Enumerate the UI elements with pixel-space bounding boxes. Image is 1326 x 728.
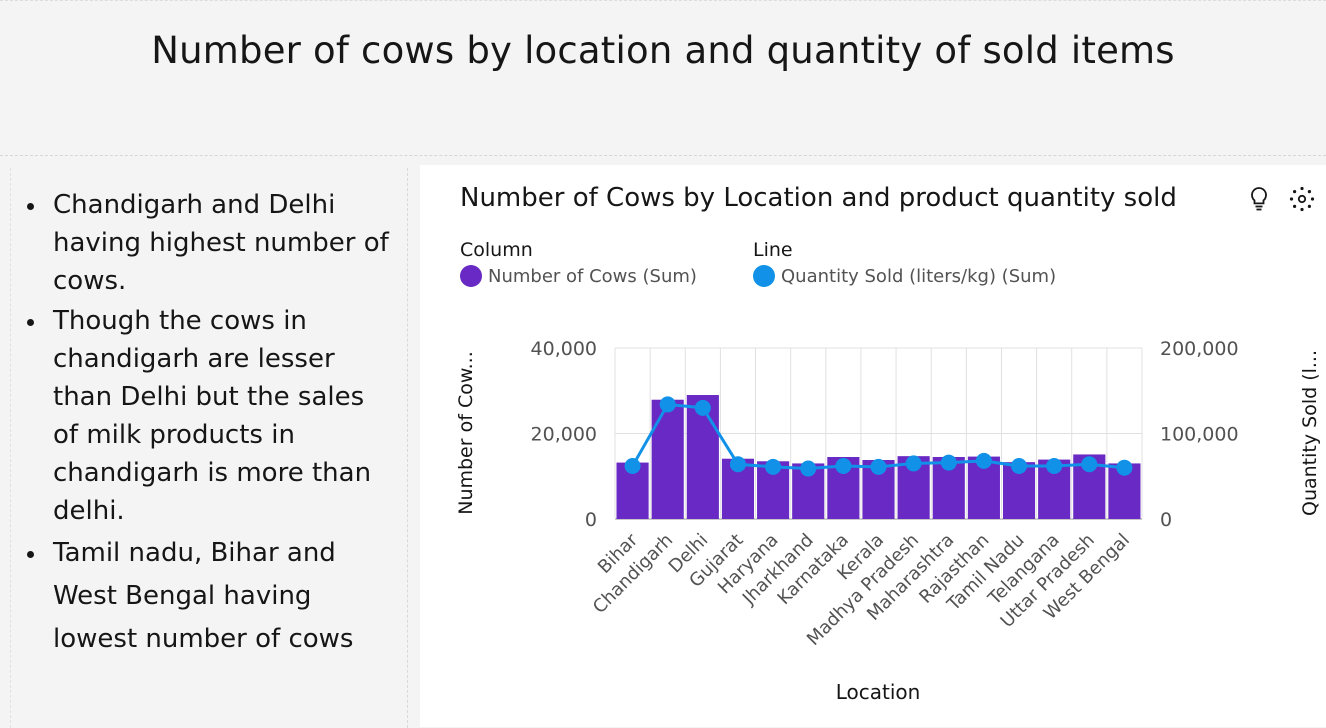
legend-swatch-blue: [753, 265, 775, 287]
line-point: [905, 455, 922, 472]
combo-chart: 020,00040,0000100,000200,000BiharChandig…: [455, 338, 1321, 704]
notes-list: Chandigarh and Delhi having highest numb…: [11, 186, 407, 661]
bar: [651, 399, 684, 519]
legend-swatch-purple: [460, 265, 482, 287]
page-title: Number of cows by location and quantity …: [151, 29, 1175, 72]
y2-tick-label: 0: [1160, 509, 1172, 531]
line-point: [835, 457, 852, 474]
chart-title: Number of Cows by Location and product q…: [460, 183, 1177, 213]
y2-axis-title: Quantity Sold (l...: [1299, 350, 1321, 516]
line-point: [624, 457, 641, 474]
card-toolbar: [1246, 185, 1316, 219]
line-point: [729, 456, 746, 473]
lightbulb-icon[interactable]: [1251, 187, 1267, 211]
bar-layer: [616, 395, 1141, 519]
line-point: [659, 396, 676, 413]
grid-layer: [614, 347, 1143, 520]
line-layer: [624, 396, 1133, 477]
legend-line-head: Line: [753, 239, 793, 261]
legend-column-label: Number of Cows (Sum): [488, 265, 697, 287]
note-item: Tamil nadu, Bihar and West Bengal having…: [27, 532, 407, 661]
y-tick-label: 0: [585, 509, 597, 531]
settings-icon[interactable]: [1289, 186, 1315, 212]
x-axis-title: Location: [836, 680, 921, 704]
chart-card: Number of Cows by Location and product q…: [420, 165, 1326, 727]
line-point: [940, 454, 957, 471]
y2-tick-label: 100,000: [1160, 424, 1239, 446]
note-item: Though the cows in chandigarh are lesser…: [27, 302, 407, 530]
y2-tick-label: 200,000: [1160, 338, 1239, 360]
line-point: [870, 458, 887, 475]
legend-line-group: Line Quantity Sold (liters/kg) (Sum): [753, 239, 1056, 287]
legend-column-group: Column Number of Cows (Sum): [460, 239, 697, 287]
y-axis-title: Number of Cow...: [455, 351, 477, 515]
line-point: [694, 399, 711, 416]
line-point: [1011, 457, 1028, 474]
page-header: Number of cows by location and quantity …: [0, 0, 1326, 156]
line-point: [1116, 459, 1133, 476]
line-point: [1046, 457, 1063, 474]
legend-column-item[interactable]: Number of Cows (Sum): [460, 265, 697, 287]
legend-column-head: Column: [460, 239, 533, 261]
line-point: [1081, 456, 1098, 473]
line-point: [800, 460, 817, 477]
legend-line-label: Quantity Sold (liters/kg) (Sum): [781, 265, 1057, 287]
y-tick-label: 20,000: [531, 424, 597, 446]
note-item: Chandigarh and Delhi having highest numb…: [27, 186, 407, 300]
line-point: [975, 452, 992, 469]
line-point: [765, 458, 782, 475]
legend-line-item[interactable]: Quantity Sold (liters/kg) (Sum): [753, 265, 1056, 287]
y-tick-label: 40,000: [531, 338, 597, 360]
notes-panel: Chandigarh and Delhi having highest numb…: [10, 168, 408, 728]
